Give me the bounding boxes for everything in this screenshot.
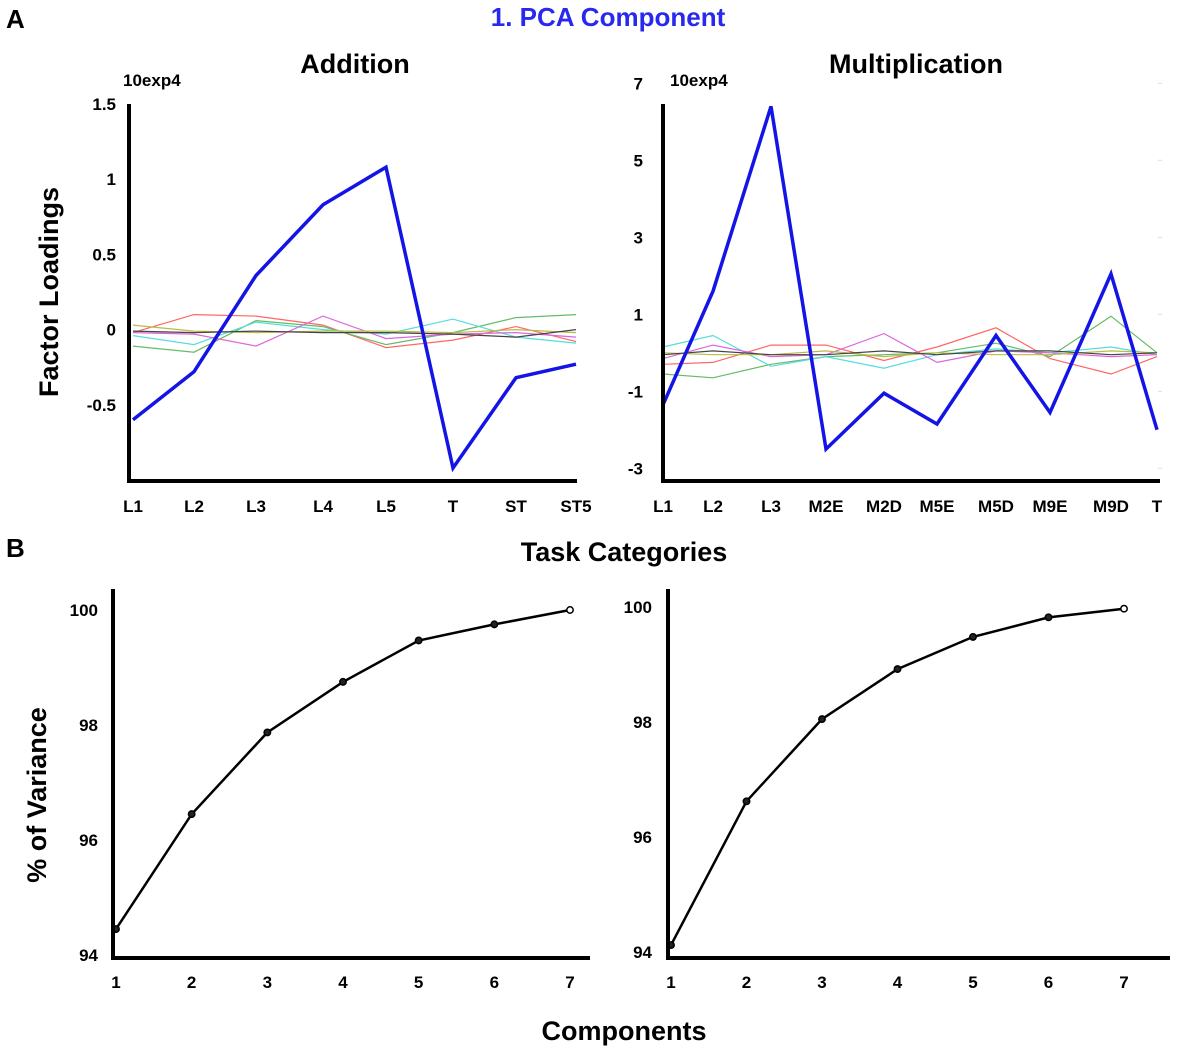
series-line-pc4 [132,318,577,346]
series-line-cumulative-variance [114,608,571,930]
y-axis-title-factor-loadings: Factor Loadings [34,187,64,397]
x-tick-label: 7 [1119,973,1128,992]
scale-label: 10exp4 [670,71,728,90]
series-line-pc3 [662,315,1158,379]
figure-title: 1. PCA Component [491,2,726,32]
x-tick-label: 1 [111,973,120,992]
data-point [187,810,196,819]
x-tick-label: 4 [893,973,903,992]
x-tick-label: M9E [1033,497,1068,516]
y-tick-label: 0 [107,321,116,340]
x-tick-label: L2 [184,497,204,516]
chart-variance-multiplication: 100 98 96 94 1 2 3 4 5 6 7 [624,589,1170,992]
chart-title: Multiplication [829,49,1003,79]
x-tick-label: ST5 [560,497,591,516]
data-point [1044,613,1053,622]
y-tick-label: 1 [107,170,116,189]
panel-a-letter: A [6,4,25,34]
scale-label: 10exp4 [123,71,181,90]
x-tick-label: L5 [376,497,396,516]
chart-multiplication: Multiplication 10exp4 7 5 3 1 -1 -3 L1 L2 L3 M2E M2D… [628,49,1163,516]
y-tick-label: 0.5 [92,245,116,264]
chart-variance-addition: 100 98 96 94 1 2 3 4 5 6 7 [70,589,590,992]
x-tick-label: L1 [653,497,673,516]
data-point [893,665,902,674]
y-tick-label: 3 [634,228,643,247]
series-line-pc2 [132,313,577,349]
y-axis-title-variance: % of Variance [22,707,52,883]
series-line-cumulative-variance [669,607,1125,946]
data-point [1120,604,1128,613]
y-tick-label: 96 [633,828,652,847]
x-tick-label: 4 [338,973,348,992]
series-line-pc7 [662,350,1158,356]
x-tick-label: M2D [866,497,902,516]
x-tick-label: M5D [978,497,1014,516]
x-axis-title-task-categories: Task Categories [521,537,728,567]
x-tick-label: M5E [920,497,955,516]
data-point [339,677,347,686]
x-tick-label: 6 [1044,973,1053,992]
x-tick-label: L3 [761,497,781,516]
chart-addition: Addition 10exp4 1.5 1 0.5 0 -0.5 L1 L2 L3 L4 L5 T ST S… [87,49,592,516]
data-point [414,636,423,645]
y-tick-label: 5 [634,151,643,170]
x-tick-label: 3 [263,973,272,992]
x-tick-label: 6 [490,973,499,992]
x-tick-label: M2E [809,497,844,516]
x-tick-label: ST [505,497,527,516]
x-tick-label: 1 [666,973,675,992]
series-line-pc5 [132,315,577,347]
data-point [263,728,272,737]
x-tick-label: L2 [703,497,723,516]
series-line-pc1 [131,164,577,473]
x-tick-label: T [448,497,459,516]
y-tick-label: 100 [624,598,652,617]
y-tick-label: 100 [70,601,98,620]
x-tick-label: L1 [123,497,143,516]
y-tick-label: 98 [633,713,652,732]
x-axis-title-components: Components [542,1016,707,1046]
panel-b-letter: B [6,533,25,563]
y-tick-label: 1 [634,305,643,324]
x-tick-label: 5 [968,973,977,992]
data-point [818,715,826,724]
chart-title: Addition [300,49,409,79]
y-tick-label: 98 [79,716,98,735]
data-point [490,620,499,629]
data-point [969,632,977,641]
x-tick-label: L3 [246,497,266,516]
x-tick-label: L4 [313,497,333,516]
y-tick-label: -3 [628,459,643,478]
y-tick-label: 7 [634,74,643,93]
data-point [566,606,574,614]
series-line-pc1 [661,105,1159,453]
y-tick-label: -1 [628,382,643,401]
y-tick-label: 96 [79,831,98,850]
y-tick-label: -0.5 [87,396,116,415]
x-tick-label: 2 [742,973,751,992]
x-tick-label: 2 [187,973,196,992]
y-tick-label: 1.5 [92,95,116,114]
x-tick-label: 7 [565,973,574,992]
x-tick-label: 3 [817,973,826,992]
series-line-pc3 [132,314,577,353]
y-tick-label: 94 [633,943,652,962]
y-tick-label: 94 [79,946,98,965]
data-point [742,797,751,806]
series-line-pc5 [662,332,1158,364]
x-tick-label: M9D [1093,497,1129,516]
series-line-pc6 [132,324,577,334]
x-tick-label: 5 [414,973,423,992]
x-tick-label: T [1152,497,1163,516]
series-line-pc7 [132,329,577,338]
